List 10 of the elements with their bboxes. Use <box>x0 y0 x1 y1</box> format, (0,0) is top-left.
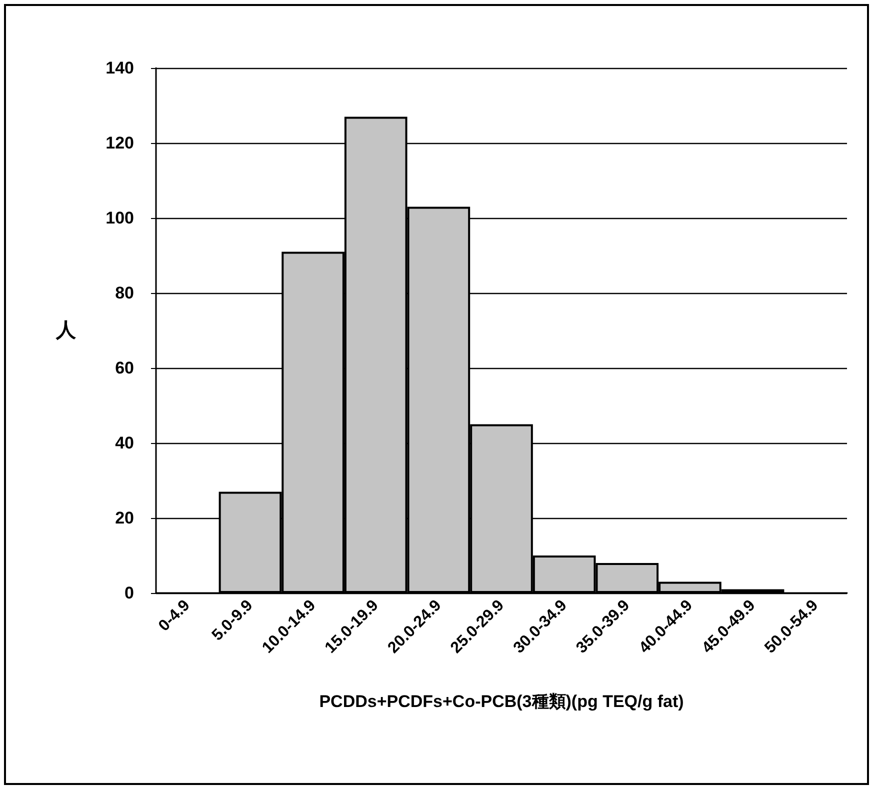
x-axis-title: PCDDs+PCDFs+Co-PCB(3種類)(pg TEQ/g fat) <box>319 692 684 711</box>
y-tick-label: 0 <box>124 584 134 602</box>
y-tick-label: 100 <box>106 208 134 228</box>
y-tick-label: 20 <box>115 508 134 528</box>
y-tick-label: 120 <box>106 134 134 152</box>
y-axis-title: 人 <box>55 320 77 342</box>
y-tick-label: 60 <box>115 358 134 378</box>
y-tick-label: 40 <box>115 434 134 452</box>
y-tick-label: 140 <box>106 58 134 78</box>
y-tick-label: 80 <box>115 284 134 302</box>
